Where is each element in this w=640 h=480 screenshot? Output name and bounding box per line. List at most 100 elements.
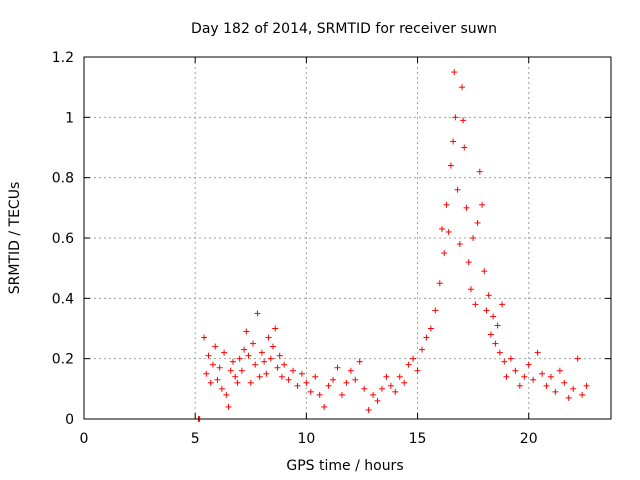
data-point bbox=[205, 352, 212, 359]
data-point bbox=[221, 349, 228, 356]
data-point bbox=[574, 355, 581, 362]
data-point bbox=[223, 391, 230, 398]
data-point bbox=[374, 397, 381, 404]
y-tick-label: 0.4 bbox=[52, 291, 74, 307]
data-point bbox=[492, 340, 499, 347]
data-point bbox=[454, 186, 461, 193]
data-point bbox=[254, 310, 261, 317]
data-point bbox=[436, 280, 443, 287]
data-point bbox=[361, 385, 368, 392]
y-tick-label: 0 bbox=[65, 412, 74, 428]
data-point bbox=[378, 385, 385, 392]
data-point bbox=[383, 373, 390, 380]
data-point bbox=[290, 367, 297, 374]
chart-title: Day 182 of 2014, SRMTID for receiver suw… bbox=[191, 21, 497, 37]
y-tick-label: 1 bbox=[65, 110, 74, 126]
data-point bbox=[516, 382, 523, 389]
data-point bbox=[467, 286, 474, 293]
data-point bbox=[565, 394, 572, 401]
data-point bbox=[370, 391, 377, 398]
data-point bbox=[507, 355, 514, 362]
data-point bbox=[450, 138, 457, 145]
data-point bbox=[461, 144, 468, 151]
x-tick-label: 20 bbox=[520, 431, 538, 447]
data-point bbox=[207, 379, 214, 386]
data-point bbox=[472, 301, 479, 308]
data-point bbox=[534, 349, 541, 356]
data-point bbox=[503, 373, 510, 380]
data-point bbox=[356, 358, 363, 365]
data-point bbox=[427, 325, 434, 332]
data-point bbox=[570, 385, 577, 392]
data-point bbox=[234, 379, 241, 386]
axis-ticks: 0 0.2 0.4 0.6 0.8 1 1.2 0 5 10 15 20 bbox=[52, 50, 611, 447]
data-point bbox=[276, 352, 283, 359]
data-point bbox=[463, 204, 470, 211]
data-point bbox=[460, 117, 467, 124]
data-point bbox=[256, 373, 263, 380]
data-point bbox=[447, 162, 454, 169]
data-point bbox=[278, 373, 285, 380]
data-point bbox=[225, 403, 232, 410]
data-point bbox=[307, 388, 314, 395]
data-point bbox=[483, 307, 490, 314]
data-point bbox=[294, 382, 301, 389]
data-point bbox=[445, 228, 452, 235]
data-point bbox=[270, 343, 277, 350]
data-point bbox=[583, 382, 590, 389]
data-point bbox=[494, 322, 501, 329]
data-point bbox=[203, 370, 210, 377]
data-point bbox=[414, 367, 421, 374]
data-point bbox=[556, 367, 563, 374]
data-point bbox=[274, 364, 281, 371]
data-point bbox=[303, 379, 310, 386]
data-point bbox=[443, 201, 450, 208]
data-point bbox=[476, 168, 483, 175]
data-point bbox=[321, 403, 328, 410]
x-tick-label: 5 bbox=[191, 431, 200, 447]
data-point bbox=[499, 301, 506, 308]
data-point bbox=[343, 379, 350, 386]
data-point bbox=[539, 370, 546, 377]
data-point bbox=[490, 313, 497, 320]
data-point bbox=[285, 376, 292, 383]
data-point bbox=[212, 343, 219, 350]
data-point bbox=[481, 268, 488, 275]
data-point bbox=[410, 355, 417, 362]
data-point bbox=[452, 114, 459, 121]
data-point bbox=[232, 373, 239, 380]
data-point bbox=[298, 370, 305, 377]
x-tick-label: 0 bbox=[80, 431, 89, 447]
x-tick-label: 10 bbox=[297, 431, 315, 447]
data-point bbox=[218, 385, 225, 392]
data-point bbox=[543, 382, 550, 389]
data-point bbox=[396, 373, 403, 380]
data-point bbox=[496, 349, 503, 356]
x-axis-label: GPS time / hours bbox=[286, 458, 403, 474]
data-point bbox=[263, 370, 270, 377]
data-point bbox=[216, 364, 223, 371]
data-point bbox=[258, 349, 265, 356]
data-point bbox=[243, 328, 250, 335]
data-points bbox=[195, 69, 590, 422]
data-point bbox=[487, 331, 494, 338]
data-point bbox=[401, 379, 408, 386]
data-point bbox=[521, 373, 528, 380]
data-point bbox=[439, 225, 446, 232]
data-point bbox=[365, 406, 372, 413]
y-tick-label: 0.6 bbox=[52, 231, 74, 247]
data-point bbox=[267, 355, 274, 362]
grid-lines bbox=[84, 57, 611, 419]
data-point bbox=[236, 355, 243, 362]
data-point bbox=[265, 334, 272, 341]
y-tick-label: 0.8 bbox=[52, 171, 74, 187]
data-point bbox=[547, 373, 554, 380]
data-point bbox=[474, 219, 481, 226]
data-point bbox=[261, 358, 268, 365]
x-tick-label: 15 bbox=[409, 431, 427, 447]
data-point bbox=[312, 373, 319, 380]
data-point bbox=[432, 307, 439, 314]
data-point bbox=[387, 382, 394, 389]
data-point bbox=[249, 340, 256, 347]
data-point bbox=[441, 250, 448, 257]
